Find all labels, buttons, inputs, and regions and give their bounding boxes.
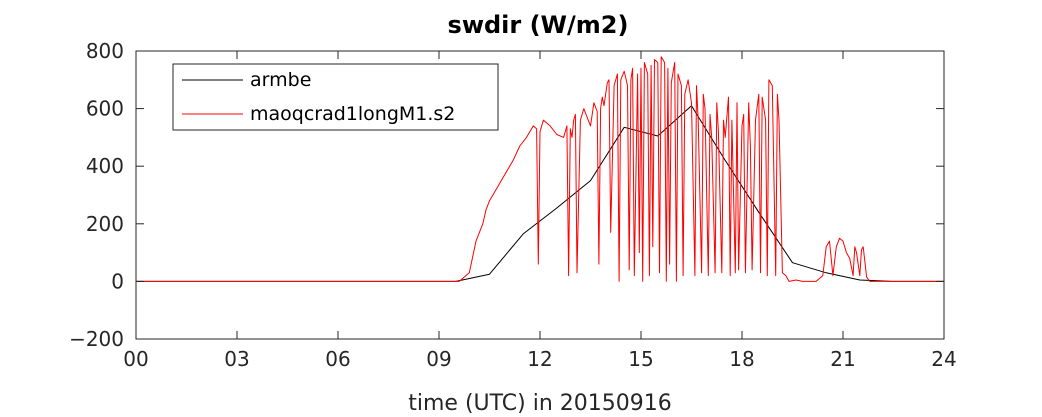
y-tick-label: 800 <box>86 39 124 63</box>
series-line-1 <box>136 56 944 282</box>
legend-label-maoqcrad1longM1-s2: maoqcrad1longM1.s2 <box>250 103 455 125</box>
y-tick-label: 600 <box>86 97 124 121</box>
x-tick-label: 18 <box>729 347 754 371</box>
legend-box <box>172 63 499 131</box>
y-tick-label: 400 <box>86 154 124 178</box>
x-tick-label: 09 <box>426 347 451 371</box>
x-tick-label: 15 <box>628 347 653 371</box>
x-tick-label: 12 <box>527 347 552 371</box>
legend-label-armbe: armbe <box>250 69 311 91</box>
x-tick-label: 00 <box>123 347 148 371</box>
y-tick-labels: −200 0 200 400 600 800 <box>69 39 124 351</box>
x-tick-label: 21 <box>830 347 855 371</box>
x-tick-label: 03 <box>224 347 249 371</box>
x-tick-labels: 00 03 06 09 12 15 18 21 24 <box>123 347 956 371</box>
x-tick-label: 06 <box>325 347 350 371</box>
y-tick-label: 200 <box>86 212 124 236</box>
ticks-layer <box>135 50 945 340</box>
series-layer <box>136 56 944 282</box>
legend: armbe maoqcrad1longM1.s2 <box>172 63 499 131</box>
y-tick-label: −200 <box>69 327 124 351</box>
y-tick-label: 0 <box>111 269 124 293</box>
x-axis-label: time (UTC) in 20150916 <box>408 391 672 416</box>
x-tick-label: 24 <box>931 347 956 371</box>
chart-title: swdir (W/m2) <box>448 11 629 39</box>
